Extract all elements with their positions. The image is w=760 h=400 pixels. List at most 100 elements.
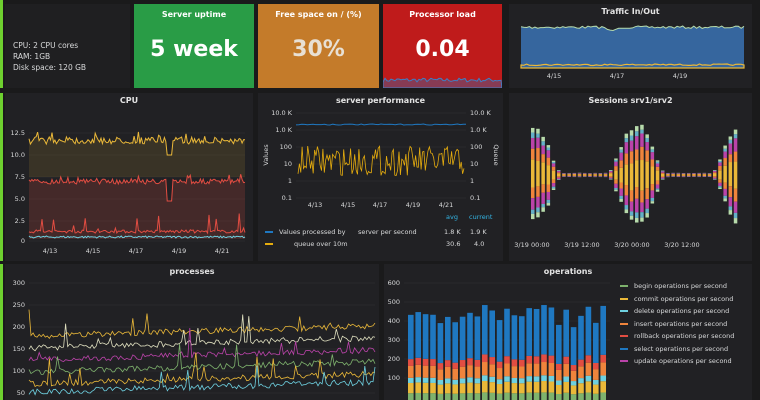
perf-legend-avg: 30.6 [446,240,461,248]
legend-swatch [620,310,628,312]
perf-legend-item[interactable]: Values processed by [265,228,345,236]
info-disk: Disk space: 120 GB [13,63,87,72]
server-info-panel: CPU: 2 CPU cores RAM: 1GB Disk space: 12… [5,4,130,88]
operations-panel[interactable]: operations 600 500 400 300 200 100 begin… [384,264,752,400]
cpu-xtick: 4/21 [215,247,230,255]
perf-ytick-right: 10.0 K [470,109,492,117]
cpu-ytick: 7.5 [15,173,25,181]
operations-ytick: 400 [388,317,400,325]
ops-legend-item[interactable]: insert operations per second [620,320,750,333]
operations-title: operations [543,267,593,276]
legend-swatch [620,297,628,300]
ops-legend-item[interactable]: select operations per second [620,345,750,358]
sessions-xtick: 3/19 00:00 [514,241,549,249]
perf-ytick-left: 10 [284,160,292,168]
processes-ytick: 200 [13,323,25,331]
perf-ytick-right: 1 [470,177,474,185]
operations-legend: begin operations per second commit opera… [620,282,750,370]
cpu-ytick: 10.0 [11,151,25,159]
processes-ytick: 250 [13,301,25,309]
info-ram: RAM: 1GB [13,52,51,61]
cpu-ytick: 5.0 [15,195,25,203]
legend-swatch [265,243,273,245]
legend-label: update operations per second [634,357,732,365]
cpu-xtick: 4/17 [129,247,144,255]
info-cpu: CPU: 2 CPU cores [13,41,79,50]
perf-ytick-left: 10.0 K [271,109,293,117]
server-performance-panel[interactable]: server performance 10.0 K 1.0 K 100 10 1… [258,93,503,261]
perf-legend-avg: 1.8 K [444,228,461,236]
legend-label: commit operations per second [634,294,734,303]
perf-ylabel-right: Queue [492,144,500,165]
perf-legend-item[interactable]: queue over 10m [265,240,348,248]
perf-legend-current: 1.9 K [470,228,487,236]
operations-ytick: 500 [388,298,400,306]
perf-ytick-right: 10 [470,160,478,168]
perf-xtick: 4/17 [373,201,388,209]
ops-legend-item[interactable]: rollback operations per second [620,332,750,345]
traffic-xtick: 4/17 [610,72,625,80]
row-marker [0,93,3,261]
operations-ytick: 300 [388,336,400,344]
uptime-title: Server uptime [161,10,227,19]
processor-load-panel[interactable]: Processor load 0.04 [383,4,502,88]
sessions-panel[interactable]: Sessions srv1/srv2 3/19 00:00 3/19 12:00… [509,93,752,261]
free-space-panel[interactable]: Free space on / (%) 30% [258,4,379,88]
processes-ytick: 150 [13,345,25,353]
legend-swatch [620,285,628,287]
legend-swatch [620,322,628,325]
perf-legend-label2: server per second [358,228,417,236]
operations-ytick: 100 [388,374,400,382]
sessions-xtick: 3/19 12:00 [564,241,599,249]
cpu-xtick: 4/19 [172,247,187,255]
legend-label: insert operations per second [634,319,728,328]
perf-ytick-right: 0.1 [470,194,480,202]
perf-xtick: 4/21 [439,201,454,209]
free-space-title: Free space on / (%) [275,10,362,19]
uptime-panel[interactable]: Server uptime 5 week [134,4,254,88]
cpu-ytick: 2.5 [15,217,25,225]
traffic-title: Traffic In/Out [601,7,660,16]
ops-legend-item[interactable]: update operations per second [620,357,750,370]
cpu-xtick: 4/13 [43,247,58,255]
sessions-xtick: 3/20 12:00 [664,241,699,249]
processor-load-title: Processor load [409,10,476,19]
traffic-xtick: 4/15 [547,72,562,80]
free-space-value: 30% [292,37,345,62]
processes-ytick: 100 [13,367,25,375]
perf-ytick-left: 100 [280,143,292,151]
cpu-ytick: 0 [21,237,25,245]
legend-swatch [620,347,628,350]
cpu-ytick: 12.5 [11,129,25,137]
processes-title: processes [169,267,215,276]
perf-xtick: 4/19 [406,201,421,209]
processor-load-value: 0.04 [415,37,470,62]
legend-swatch [620,335,628,337]
traffic-chart: 4/15 4/17 4/19 [520,25,745,80]
perf-xtick: 4/15 [341,201,356,209]
ops-legend-item[interactable]: delete operations per second [620,307,750,320]
operations-ytick: 600 [388,279,400,287]
traffic-panel[interactable]: Traffic In/Out 4/15 4/17 4/19 [509,4,752,88]
cpu-xtick: 4/15 [86,247,101,255]
operations-chart: 600 500 400 300 200 100 [388,279,610,400]
processes-chart: 300 250 200 150 100 50 [13,279,376,397]
legend-swatch [265,231,273,233]
traffic-xtick: 4/19 [673,72,688,80]
ops-legend-item[interactable]: commit operations per second [620,295,750,308]
processes-panel[interactable]: processes 300 250 200 150 100 50 [5,264,379,400]
cpu-panel[interactable]: CPU 12.5 10.0 7.5 5.0 2.5 0 4/13 4/15 4/… [5,93,253,261]
legend-label: queue over 10m [294,240,348,248]
legend-label: delete operations per second [634,307,730,315]
perf-legend-current-header: current [469,213,493,221]
legend-label: begin operations per second [634,282,727,290]
sessions-title: Sessions srv1/srv2 [588,96,673,105]
ops-legend-item[interactable]: begin operations per second [620,282,750,295]
sessions-chart: 3/19 00:00 3/19 12:00 3/20 00:00 3/20 12… [514,124,738,249]
legend-label: Values processed by [279,228,346,236]
operations-ytick: 200 [388,355,400,363]
legend-label: rollback operations per second [634,332,735,340]
cpu-chart: 12.5 10.0 7.5 5.0 2.5 0 4/13 4/15 4/17 4… [11,129,246,255]
legend-label: select operations per second [634,344,729,353]
processes-ytick: 300 [13,279,25,287]
